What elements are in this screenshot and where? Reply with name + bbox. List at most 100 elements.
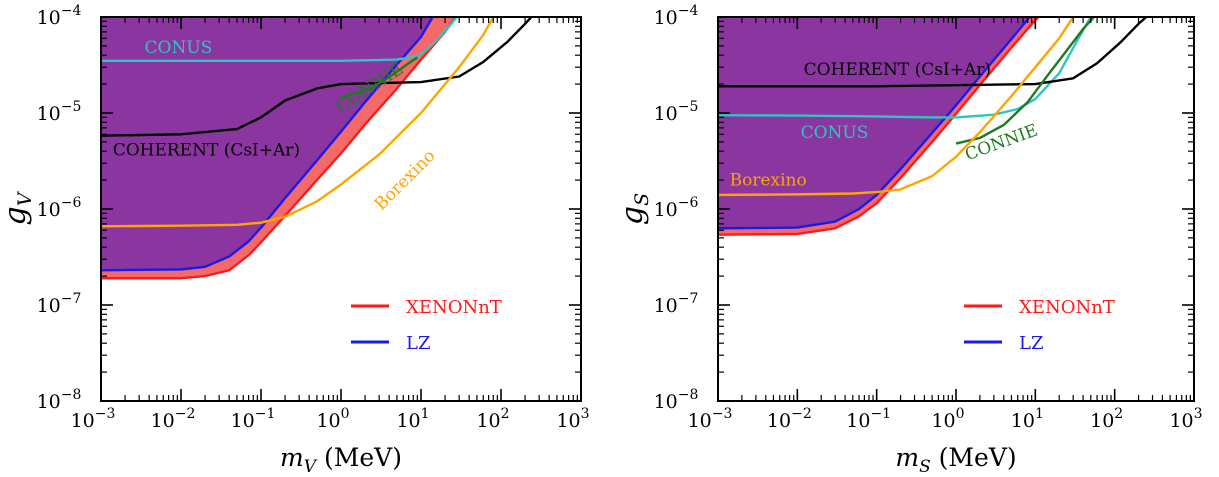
x-axis-title: mS (MeV) xyxy=(895,443,1016,477)
x-tick-label: 10−2 xyxy=(767,406,812,432)
y-tick-exponent: −6 xyxy=(61,195,82,211)
annotation-coherent-csi-ar: COHERENT (CsI+Ar) xyxy=(113,141,300,161)
y-tick-base: 10 xyxy=(654,103,678,125)
x-tick-exponent: 0 xyxy=(956,406,965,422)
y-tick-label: 10−4 xyxy=(37,3,82,29)
x-tick-base: 10 xyxy=(1169,410,1193,432)
y-tick-exponent: −4 xyxy=(678,3,699,19)
legend-label-xenonnt: XENONnT xyxy=(1019,297,1115,318)
y-tick-base: 10 xyxy=(37,295,61,317)
x-tick-label: 100 xyxy=(931,406,964,432)
x-tick-exponent: 0 xyxy=(341,406,350,422)
x-tick-label: 103 xyxy=(556,406,589,432)
y-axis-subscript: V xyxy=(14,190,36,206)
x-tick-label: 10−3 xyxy=(688,406,733,432)
y-tick-label: 10−4 xyxy=(654,3,699,29)
x-axis-unit: (MeV) xyxy=(316,443,402,472)
y-tick-label: 10−7 xyxy=(37,291,82,317)
series-line-conus xyxy=(101,17,458,62)
y-tick-exponent: −7 xyxy=(678,291,699,307)
x-tick-exponent: 3 xyxy=(581,406,590,422)
x-tick-label: 101 xyxy=(1011,406,1044,432)
plot-area xyxy=(718,17,1148,236)
x-tick-exponent: 2 xyxy=(501,406,510,422)
annotation-conus: CONUS xyxy=(145,38,213,58)
y-tick-label: 10−6 xyxy=(37,195,82,221)
legend-label-lz: LZ xyxy=(406,333,430,354)
x-tick-base: 10 xyxy=(151,410,175,432)
x-tick-label: 101 xyxy=(396,406,429,432)
x-tick-label: 10−1 xyxy=(846,406,891,432)
y-tick-exponent: −8 xyxy=(678,387,699,403)
y-tick-label: 10−6 xyxy=(654,195,699,221)
y-axis-title: gV xyxy=(0,190,36,225)
y-tick-label: 10−5 xyxy=(654,99,699,125)
x-tick-base: 10 xyxy=(71,410,95,432)
x-tick-base: 10 xyxy=(396,410,420,432)
x-axis-symbol: m xyxy=(895,443,919,472)
lz-excluded-region xyxy=(718,17,1030,229)
y-tick-exponent: −7 xyxy=(61,291,82,307)
x-tick-exponent: 1 xyxy=(421,406,430,422)
x-tick-base: 10 xyxy=(231,410,255,432)
x-tick-base: 10 xyxy=(316,410,340,432)
x-tick-exponent: 3 xyxy=(1194,406,1203,422)
y-tick-base: 10 xyxy=(37,391,61,413)
x-axis-subscript: S xyxy=(919,457,931,477)
y-tick-exponent: −8 xyxy=(61,387,82,403)
y-tick-base: 10 xyxy=(654,7,678,29)
annotation-conus: CONUS xyxy=(801,123,869,143)
series-line-connie xyxy=(955,17,1095,145)
x-tick-exponent: −2 xyxy=(175,406,196,422)
x-tick-base: 10 xyxy=(688,410,712,432)
series-line-coherent-csi-ar xyxy=(718,17,1148,88)
x-axis-symbol: m xyxy=(280,443,304,472)
y-tick-base: 10 xyxy=(37,199,61,221)
x-tick-base: 10 xyxy=(1090,410,1114,432)
x-tick-label: 103 xyxy=(1169,406,1202,432)
y-tick-exponent: −5 xyxy=(678,99,699,115)
y-tick-base: 10 xyxy=(654,295,678,317)
y-axis-subscript: S xyxy=(631,193,653,206)
scalar-mediator-panel: COHERENT (CsI+Ar)CONUS CONNIEBorexinoXENO… xyxy=(615,3,1203,477)
annotation-borexino: Borexino xyxy=(371,146,440,215)
x-axis-subscript: V xyxy=(304,457,318,477)
y-tick-base: 10 xyxy=(37,103,61,125)
y-axis-title: gS xyxy=(615,193,653,225)
y-axis-symbol: g xyxy=(0,206,33,225)
x-tick-base: 10 xyxy=(1011,410,1035,432)
annotation-borexino: Borexino xyxy=(730,171,807,191)
x-tick-base: 10 xyxy=(931,410,955,432)
y-tick-exponent: −6 xyxy=(678,195,699,211)
y-tick-base: 10 xyxy=(37,7,61,29)
series-line-coherent-csi-ar xyxy=(101,17,533,137)
y-tick-base: 10 xyxy=(654,199,678,221)
lz-excluded-region xyxy=(101,17,433,271)
series-line-lz xyxy=(718,17,1031,230)
y-tick-exponent: −5 xyxy=(61,99,82,115)
x-axis-title: mV (MeV) xyxy=(280,443,402,477)
y-tick-base: 10 xyxy=(654,391,678,413)
x-tick-exponent: −1 xyxy=(870,406,891,422)
x-tick-label: 102 xyxy=(476,406,509,432)
x-tick-exponent: 1 xyxy=(1035,406,1044,422)
legend-label-lz: LZ xyxy=(1019,333,1043,354)
y-tick-label: 10−8 xyxy=(654,387,699,413)
x-tick-label: 10−1 xyxy=(231,406,276,432)
x-tick-exponent: −3 xyxy=(95,406,116,422)
x-tick-base: 10 xyxy=(767,410,791,432)
series-line-xenonnt xyxy=(718,17,1040,236)
x-tick-label: 10−3 xyxy=(71,406,116,432)
x-tick-exponent: −3 xyxy=(712,406,733,422)
y-tick-label: 10−7 xyxy=(654,291,699,317)
x-tick-base: 10 xyxy=(556,410,580,432)
y-tick-label: 10−8 xyxy=(37,387,82,413)
x-tick-exponent: 2 xyxy=(1114,406,1123,422)
x-tick-base: 10 xyxy=(476,410,500,432)
y-tick-label: 10−5 xyxy=(37,99,82,125)
x-tick-label: 10−2 xyxy=(151,406,196,432)
series-line-lz xyxy=(101,17,434,272)
series-line-connie xyxy=(340,56,419,99)
